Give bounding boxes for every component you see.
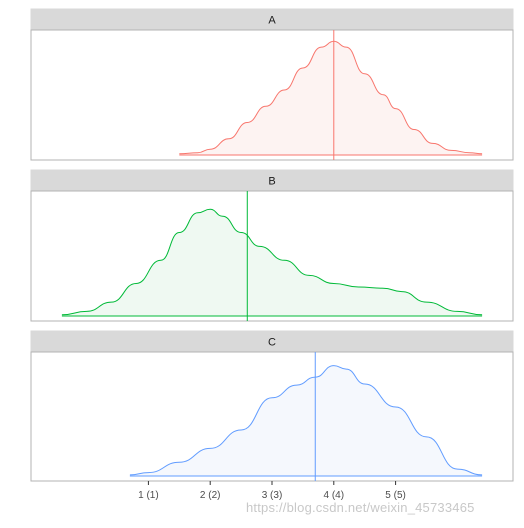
watermark-text: https://blog.csdn.net/weixin_45733465 (246, 500, 475, 515)
density-area (129, 365, 483, 476)
x-tick-label: 4 (4) (324, 490, 345, 501)
x-tick-label: 5 (5) (385, 490, 406, 501)
facet-b: B (30, 169, 514, 322)
density-line (61, 208, 483, 316)
facet-c: C (30, 330, 514, 482)
facet-strip-label: B (268, 176, 275, 188)
facet-strip-label: A (268, 15, 276, 27)
x-axis: 1 (1) 2 (2) 3 (3) 4 (4) 5 (5) (138, 481, 406, 501)
x-tick-label: 1 (1) (138, 490, 159, 501)
facet-panels: A B C (30, 8, 514, 482)
density-area (179, 41, 483, 155)
x-tick-label: 3 (3) (262, 490, 283, 501)
facet-strip-label: C (268, 337, 276, 349)
density-area (61, 209, 483, 316)
facet-a: A (30, 8, 514, 161)
x-tick-label: 2 (2) (200, 490, 221, 501)
